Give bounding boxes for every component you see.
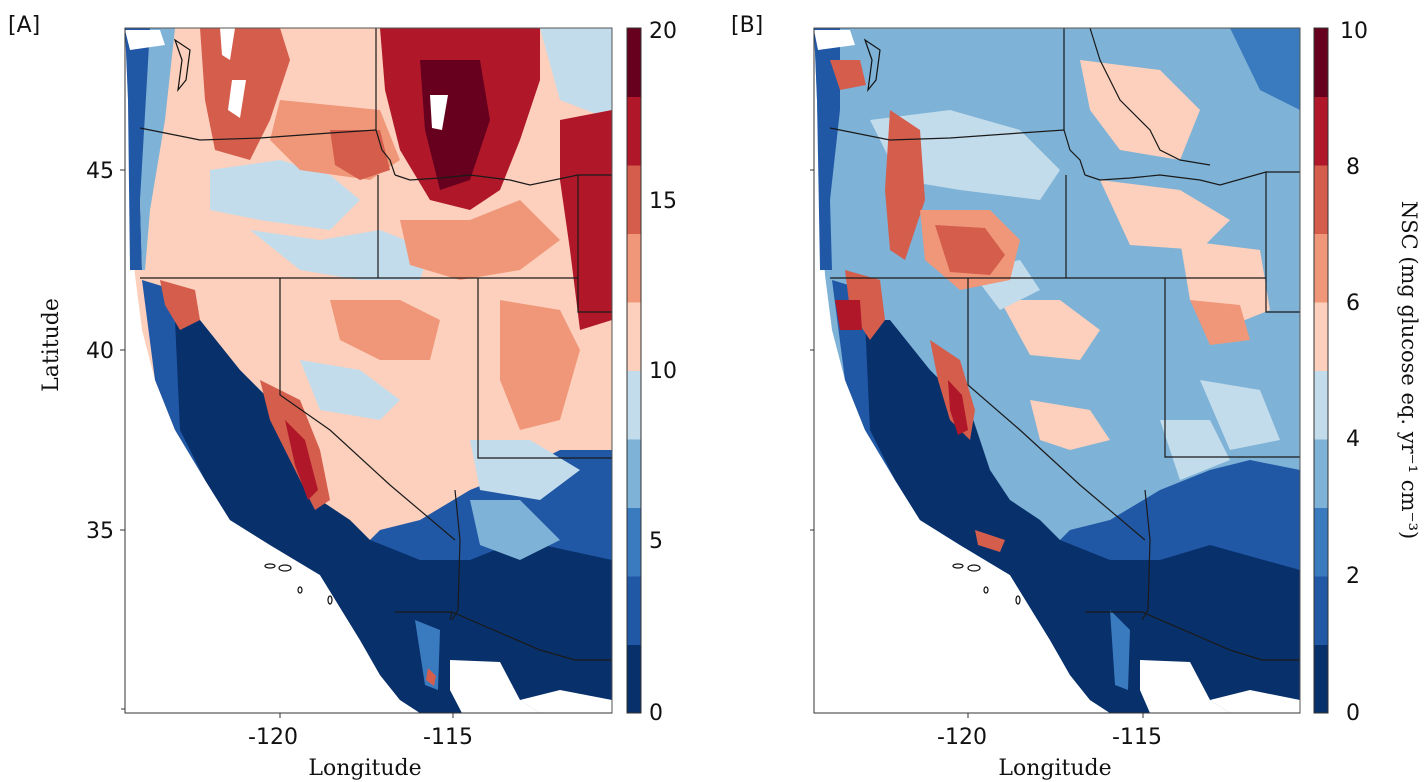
colorbar-segment xyxy=(1314,644,1328,714)
tick-labels-b: -120 -115 xyxy=(937,725,1162,750)
y-tick-label: 40 xyxy=(86,339,114,364)
colorbar-segment xyxy=(1314,439,1328,508)
axes-b xyxy=(810,28,1300,718)
x-axis-label-a: Longitude xyxy=(308,756,421,781)
x-tick-label: -120 xyxy=(248,725,298,750)
x-tick-label: -115 xyxy=(423,725,473,750)
colorbar-tick-labels-a: 20 15 10 5 0 xyxy=(649,19,677,726)
axes-a xyxy=(120,28,612,718)
colorbar-segment xyxy=(627,576,641,645)
colorbar-segment xyxy=(627,302,641,371)
colorbar-segment xyxy=(627,96,641,166)
colorbar-frame xyxy=(1313,27,1329,714)
y-axis-label-a: Latitude xyxy=(39,298,64,392)
y-tick-label: 45 xyxy=(86,159,114,184)
map-b xyxy=(814,28,1300,713)
colorbar-segment xyxy=(1314,165,1328,234)
colorbar-a xyxy=(626,27,642,714)
colorbar-segment xyxy=(1314,233,1328,303)
islands-b xyxy=(863,38,1021,605)
colorbar-tick-label: 0 xyxy=(1346,701,1360,726)
x-axis-label-b: Longitude xyxy=(998,756,1111,781)
colorbar-segment xyxy=(1314,302,1328,371)
colorbar-tick-label: 8 xyxy=(1346,155,1360,180)
islands-a xyxy=(173,38,333,605)
colorbar-tick-label: 15 xyxy=(649,189,677,214)
colorbar-segment xyxy=(1314,28,1328,97)
colorbar-segment xyxy=(627,644,641,714)
x-tick-label: -120 xyxy=(937,725,987,750)
colorbar-segment xyxy=(627,439,641,508)
colorbar-segment xyxy=(627,370,641,440)
colorbar-tick-label: 6 xyxy=(1346,291,1360,316)
colorbar-tick-labels-b: 10 8 6 4 2 0 xyxy=(1340,19,1368,726)
panel-label-a: [A] xyxy=(8,13,40,38)
x-tick-label: -115 xyxy=(1112,725,1162,750)
state-boundaries-b xyxy=(829,28,1300,661)
colorbar-segment xyxy=(1314,507,1328,577)
colorbar-segment xyxy=(627,507,641,577)
y-tick-label: 35 xyxy=(86,519,114,544)
tick-labels-a: 45 40 35 -120 -115 xyxy=(86,159,473,750)
colorbar-tick-label: 10 xyxy=(1340,19,1368,44)
panel-b: [B] xyxy=(731,13,1421,781)
colorbar-title-b: NSC (mg glucose eq. yr⁻¹ cm⁻³) xyxy=(1397,201,1421,539)
colorbar-tick-label: 20 xyxy=(649,19,677,44)
colorbar-tick-label: 2 xyxy=(1346,564,1360,589)
colorbar-segment xyxy=(1314,576,1328,645)
panel-a: [A] xyxy=(8,13,677,781)
colorbar-segment xyxy=(627,28,641,97)
colorbar-segment xyxy=(627,233,641,303)
colorbar-tick-label: 5 xyxy=(649,529,663,554)
colorbar-segment xyxy=(627,165,641,234)
colorbar-tick-label: 4 xyxy=(1346,427,1360,452)
colorbar-frame xyxy=(626,27,642,714)
state-boundaries-a xyxy=(139,28,612,661)
colorbar-segment xyxy=(1314,96,1328,166)
colorbar-tick-label: 0 xyxy=(649,701,663,726)
map-a xyxy=(125,28,612,713)
colorbar-b xyxy=(1313,27,1329,714)
colorbar-tick-label: 10 xyxy=(649,359,677,384)
colorbar-segment xyxy=(1314,370,1328,440)
panel-label-b: [B] xyxy=(731,13,763,38)
